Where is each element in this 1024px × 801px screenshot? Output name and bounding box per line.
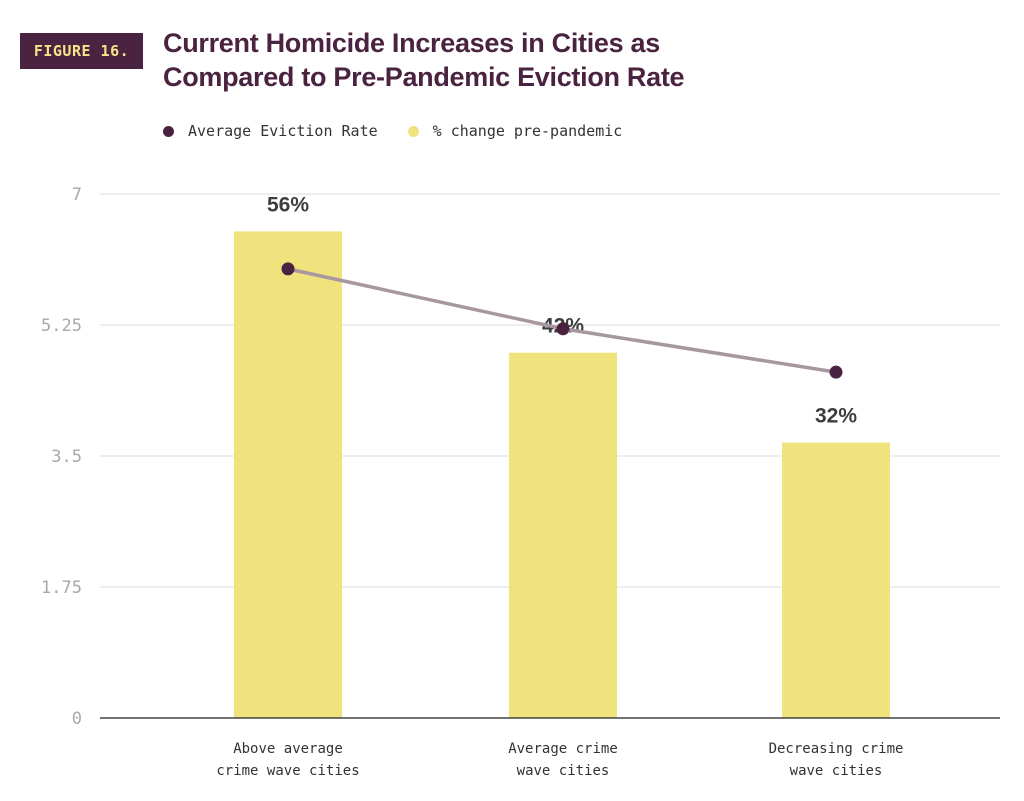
legend-label-pct-change: % change pre-pandemic — [432, 122, 623, 140]
legend: Average Eviction Rate % change pre-pande… — [163, 122, 652, 140]
y-tick-label: 3.5 — [51, 447, 82, 467]
figure-badge: FIGURE 16. — [20, 33, 143, 69]
x-category-label: Decreasing crime — [769, 741, 904, 757]
chart-title: Current Homicide Increases in Cities as … — [163, 26, 803, 94]
legend-item-eviction-rate: Average Eviction Rate — [163, 122, 378, 140]
bar — [509, 352, 617, 718]
y-tick-label: 5.25 — [41, 316, 82, 336]
bar — [234, 231, 342, 718]
eviction-rate-point — [281, 262, 295, 276]
y-tick-label: 0 — [72, 709, 82, 729]
bar-data-label: 32% — [815, 405, 857, 428]
y-tick-label: 1.75 — [41, 578, 82, 598]
legend-label-eviction: Average Eviction Rate — [188, 122, 378, 140]
x-category-label: Above average — [233, 741, 343, 757]
legend-dot-eviction — [163, 125, 174, 137]
bar-data-label: 56% — [267, 193, 309, 216]
bar — [782, 442, 890, 718]
title-line-2: Compared to Pre-Pandemic Eviction Rate — [163, 62, 685, 92]
x-category-label: wave cities — [517, 763, 610, 779]
title-line-1: Current Homicide Increases in Cities as — [163, 28, 660, 58]
eviction-rate-point — [556, 322, 570, 336]
legend-dot-pct-change — [407, 125, 419, 137]
y-tick-label: 7 — [72, 185, 82, 205]
x-category-label: crime wave cities — [216, 763, 359, 779]
x-category-label: wave cities — [790, 763, 883, 779]
x-category-label: Average crime — [508, 741, 618, 757]
eviction-rate-point — [829, 365, 843, 379]
legend-item-pct-change: % change pre-pandemic — [407, 122, 623, 140]
